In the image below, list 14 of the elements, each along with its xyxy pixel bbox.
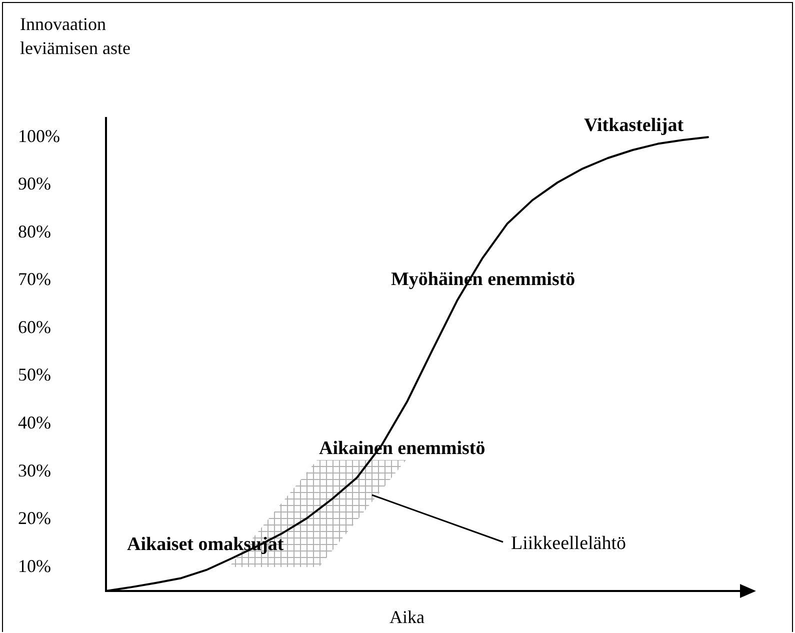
y-tick-label: 50% — [18, 364, 51, 385]
y-tick-label: 60% — [18, 316, 51, 337]
y-tick-label: 90% — [18, 174, 51, 194]
y-tick-label: 20% — [18, 508, 51, 528]
y-axis-title: Innovaation leviämisen aste — [20, 14, 130, 58]
y-tick-label: 70% — [18, 269, 51, 290]
y-tick-label: 40% — [18, 412, 51, 433]
y-tick-label: 10% — [18, 556, 51, 576]
y-tick-label: 30% — [18, 460, 51, 480]
x-axis-title: Aika — [390, 606, 424, 627]
annotation: Vitkastelijat — [584, 114, 684, 136]
annotation: Liikkeellelähtö — [511, 532, 626, 554]
y-tick-label: 80% — [18, 221, 51, 242]
y-tick-label: 100% — [18, 126, 60, 146]
